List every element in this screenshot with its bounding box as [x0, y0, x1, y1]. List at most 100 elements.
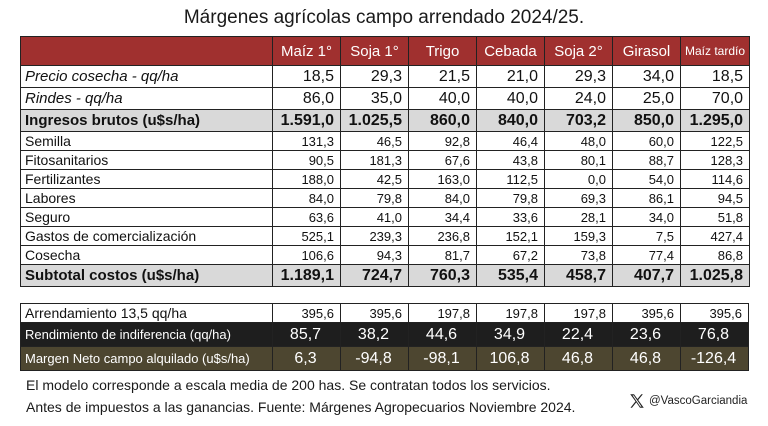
row-label: Fitosanitarios	[20, 150, 273, 170]
value-cell: 724,7	[340, 264, 409, 287]
column-header: Cebada	[476, 36, 545, 66]
value-cell: 7,5	[612, 226, 681, 246]
row-label: Seguro	[20, 207, 273, 227]
value-cell: 92,8	[408, 131, 477, 151]
value-cell: 1.295,0	[679, 109, 751, 132]
table-row: Precio cosecha - qq/ha 18,5 29,3 21,5 21,0 29…	[20, 65, 751, 88]
handle-text: @VascoGarciandia	[649, 395, 748, 407]
value-cell: 33,6	[476, 207, 545, 227]
value-cell: 29,3	[544, 65, 613, 88]
x-logo-icon	[630, 394, 644, 408]
column-header: Maíz tardío	[679, 36, 751, 66]
value-cell: 54,0	[612, 169, 681, 189]
value-cell: 860,0	[408, 109, 477, 132]
note-line: El modelo corresponde a escala media de …	[26, 377, 551, 393]
value-cell: 25,0	[612, 87, 681, 110]
value-cell: 395,6	[340, 303, 409, 323]
column-header: Girasol	[612, 36, 681, 66]
rent-table: Arrendamiento 13,5 qq/ha 395,6 395,6 197,8 1…	[20, 303, 749, 371]
value-cell: 28,1	[544, 207, 613, 227]
row-label: Rindes - qq/ha	[20, 87, 273, 110]
value-cell: 23,6	[612, 322, 681, 347]
value-cell: 34,4	[408, 207, 477, 227]
value-cell: 840,0	[476, 109, 545, 132]
value-cell: 458,7	[544, 264, 613, 287]
ingresos-row: Ingresos brutos (u$s/ha) 1.591,0 1.025,5 86…	[20, 109, 751, 132]
value-cell: 86,8	[679, 245, 751, 265]
value-cell: 159,3	[544, 226, 613, 246]
value-cell: 81,7	[408, 245, 477, 265]
value-cell: 18,5	[679, 65, 751, 88]
column-header: Maíz 1°	[272, 36, 341, 66]
value-cell: 79,8	[476, 188, 545, 208]
note-line: Antes de impuestos a las ganancias. Fuen…	[26, 399, 576, 415]
value-cell: 86,0	[272, 87, 341, 110]
margen-row: Margen Neto campo alquilado (u$s/ha) 6,3-…	[20, 346, 749, 371]
value-cell: 407,7	[612, 264, 681, 287]
value-cell: 128,3	[679, 150, 751, 170]
value-cell: 188,0	[272, 169, 341, 189]
row-label: Labores	[20, 188, 273, 208]
value-cell: 46,8	[544, 346, 613, 371]
column-header: Soja 2°	[544, 36, 613, 66]
row-label: Cosecha	[20, 245, 273, 265]
value-cell: 24,0	[544, 87, 613, 110]
value-cell: 197,8	[476, 303, 545, 323]
value-cell: 40,0	[408, 87, 477, 110]
value-cell: 51,8	[679, 207, 751, 227]
row-label: Ingresos brutos (u$s/ha)	[20, 109, 273, 132]
value-cell: 35,0	[340, 87, 409, 110]
value-cell: 70,0	[679, 87, 751, 110]
value-cell: 760,3	[408, 264, 477, 287]
value-cell: 197,8	[408, 303, 477, 323]
column-header: Soja 1°	[340, 36, 409, 66]
value-cell: 525,1	[272, 226, 341, 246]
value-cell: 1.591,0	[272, 109, 341, 132]
value-cell: 106,6	[272, 245, 341, 265]
row-label: Gastos de comercialización	[20, 226, 273, 246]
row-label: Arrendamiento 13,5 qq/ha	[20, 303, 273, 323]
value-cell: 46,4	[476, 131, 545, 151]
value-cell: 63,6	[272, 207, 341, 227]
row-label: Subtotal costos (u$s/ha)	[20, 264, 273, 287]
value-cell: 46,5	[340, 131, 409, 151]
page-title: Márgenes agrícolas campo arrendado 2024/…	[183, 7, 585, 28]
value-cell: 427,4	[679, 226, 751, 246]
value-cell: 43,8	[476, 150, 545, 170]
value-cell: 239,3	[340, 226, 409, 246]
value-cell: 152,1	[476, 226, 545, 246]
value-cell: 0,0	[544, 169, 613, 189]
value-cell: 67,2	[476, 245, 545, 265]
value-cell: 106,8	[476, 346, 545, 371]
table-row: Rindes - qq/ha 86,0 35,0 40,0 40,0 24,0 25,0 70…	[20, 87, 751, 110]
value-cell: 69,3	[544, 188, 613, 208]
row-label: Rendimiento de indiferencia (qq/ha)	[20, 322, 273, 347]
value-cell: 29,3	[340, 65, 409, 88]
value-cell: -126,4	[680, 346, 749, 371]
value-cell: 41,0	[340, 207, 409, 227]
table-row: Fitosanitarios 90,5 181,3 67,6 43,8 80,1 88,7 1…	[20, 150, 751, 170]
header-row: Maíz 1° Soja 1° Trigo Cebada Soja 2° Gir…	[20, 36, 751, 66]
value-cell: 163,0	[408, 169, 477, 189]
value-cell: 1.025,8	[679, 264, 751, 287]
value-cell: 84,0	[272, 188, 341, 208]
value-cell: 395,6	[612, 303, 681, 323]
value-cell: 90,5	[272, 150, 341, 170]
row-label: Fertilizantes	[20, 169, 273, 189]
value-cell: 395,6	[272, 303, 341, 323]
value-cell: 86,1	[612, 188, 681, 208]
value-cell: 88,7	[612, 150, 681, 170]
value-cell: 77,4	[612, 245, 681, 265]
subtotal-row: Subtotal costos (u$s/ha) 1.189,1 724,7 760,…	[20, 264, 751, 287]
value-cell: 94,3	[340, 245, 409, 265]
value-cell: 34,9	[476, 322, 545, 347]
value-cell: 76,8	[680, 322, 749, 347]
row-label: Margen Neto campo alquilado (u$s/ha)	[20, 346, 273, 371]
value-cell: 85,7	[272, 322, 341, 347]
value-cell: 18,5	[272, 65, 341, 88]
value-cell: 112,5	[476, 169, 545, 189]
value-cell: 1.025,5	[340, 109, 409, 132]
author-handle[interactable]: @VascoGarciandia	[628, 392, 747, 410]
value-cell: 84,0	[408, 188, 477, 208]
value-cell: -98,1	[408, 346, 477, 371]
